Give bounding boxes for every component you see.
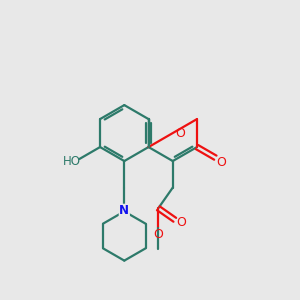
Text: N: N bbox=[119, 204, 129, 217]
Text: O: O bbox=[176, 216, 186, 229]
Text: O: O bbox=[216, 156, 226, 169]
Text: HO: HO bbox=[63, 155, 81, 168]
Text: O: O bbox=[175, 127, 185, 140]
Text: O: O bbox=[153, 228, 163, 242]
